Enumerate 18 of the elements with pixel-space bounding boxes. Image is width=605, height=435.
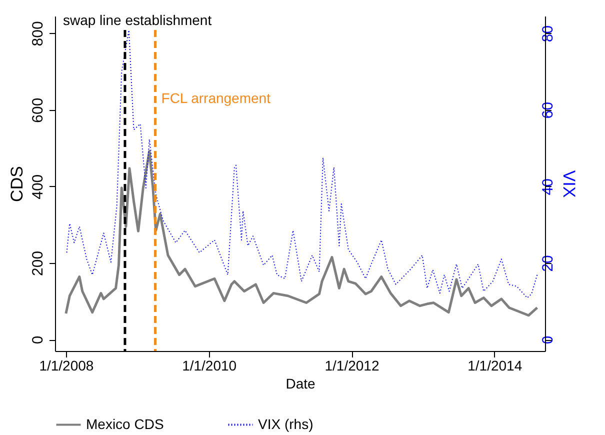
- x-tick-label: 1/1/2008: [39, 358, 94, 374]
- y-axis-title: CDS: [8, 166, 26, 202]
- y2-axis-title: VIX: [560, 170, 578, 198]
- y-tick-label: 0: [30, 336, 46, 344]
- line-series: [64, 150, 538, 317]
- x-tick-label: 1/1/2014: [468, 358, 522, 374]
- y-tick-label: 200: [30, 250, 46, 276]
- legend-label: Mexico CDS: [86, 416, 164, 432]
- y-tick-label: 800: [30, 21, 46, 46]
- legend-label: VIX (rhs): [258, 416, 314, 432]
- x-tick-label: 1/1/2010: [182, 358, 237, 374]
- x-axis-title: Date: [286, 376, 316, 392]
- line-series: [66, 30, 538, 298]
- ref-line-label: FCL arrangement: [161, 90, 271, 106]
- y-tick-label: 600: [30, 98, 46, 123]
- y-tick-label: 400: [30, 174, 46, 200]
- ref-line-label: swap line establishment: [62, 12, 212, 28]
- x-tick-label: 1/1/2012: [324, 358, 380, 374]
